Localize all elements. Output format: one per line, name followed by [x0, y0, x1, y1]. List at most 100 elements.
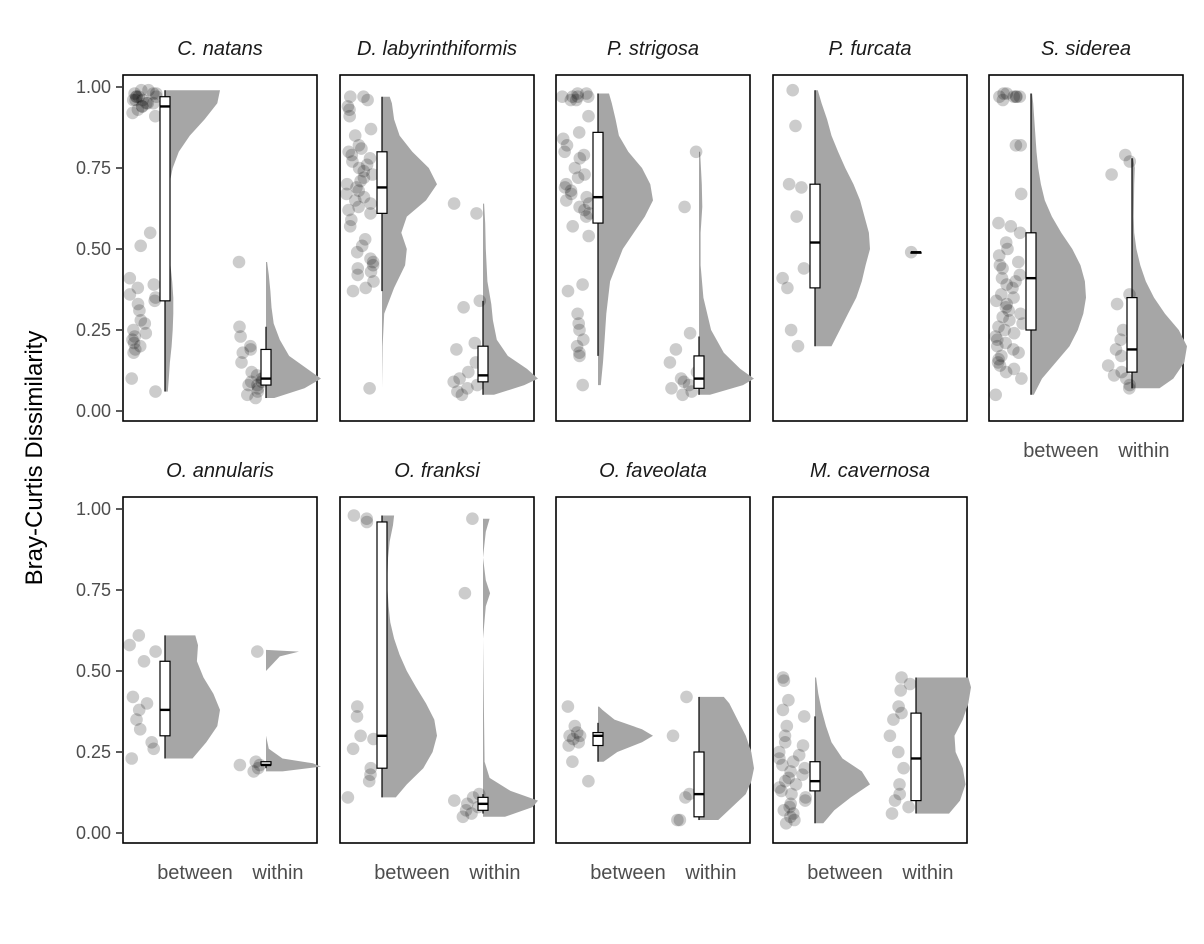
- data-point: [473, 294, 487, 308]
- data-point: [576, 378, 589, 392]
- data-point: [1003, 314, 1016, 327]
- data-point: [782, 177, 796, 191]
- facet-panel: P. strigosa: [555, 38, 754, 422]
- data-point: [996, 310, 1009, 324]
- data-point: [346, 742, 360, 756]
- data-point: [141, 96, 155, 110]
- data-point: [883, 729, 897, 743]
- data-point: [781, 281, 794, 295]
- data-point: [775, 784, 788, 798]
- data-point: [349, 194, 362, 207]
- data-point: [787, 807, 800, 820]
- panel-border: [339, 496, 535, 844]
- panel-title: O. annularis: [166, 460, 274, 482]
- density-cloud: [483, 518, 538, 817]
- data-point: [1012, 255, 1025, 269]
- panel-title: M. cavernosa: [810, 460, 930, 482]
- data-point: [556, 90, 569, 103]
- panel-title: P. furcata: [828, 38, 911, 60]
- data-point: [991, 333, 1004, 347]
- x-category-label: between: [374, 862, 450, 884]
- data-point: [999, 301, 1013, 314]
- data-point: [572, 126, 586, 139]
- data-point: [345, 148, 359, 162]
- data-point: [993, 258, 1007, 272]
- data-point: [126, 93, 140, 107]
- data-point: [1114, 333, 1127, 347]
- data-point: [1007, 362, 1021, 376]
- data-point: [354, 729, 367, 743]
- data-point: [792, 748, 806, 762]
- data-point: [996, 262, 1009, 275]
- data-point: [128, 330, 141, 343]
- data-point: [249, 755, 263, 768]
- data-point: [147, 87, 160, 100]
- data-point: [682, 378, 696, 392]
- data-point: [367, 275, 380, 288]
- data-point: [350, 245, 364, 259]
- data-point: [565, 187, 578, 201]
- data-point: [993, 90, 1006, 103]
- data-point: [993, 359, 1007, 372]
- data-point: [250, 369, 264, 382]
- density-cloud: [815, 90, 870, 347]
- data-point: [991, 339, 1004, 353]
- data-point: [902, 800, 915, 814]
- data-point: [796, 768, 809, 781]
- data-point: [577, 333, 590, 347]
- data-point: [893, 787, 906, 801]
- data-point: [448, 794, 461, 807]
- data-point: [1115, 365, 1128, 379]
- data-point: [130, 90, 143, 103]
- box-iqr: [477, 345, 489, 383]
- data-point: [790, 210, 803, 223]
- data-point: [346, 155, 359, 168]
- data-point: [364, 768, 377, 781]
- density-cloud: [483, 203, 538, 395]
- facet-panel: O. annularis 0.00 0.25 0.50 0.75 1.00 between w…: [76, 460, 321, 884]
- data-point: [784, 765, 797, 778]
- data-point: [462, 365, 475, 379]
- data-point: [999, 236, 1013, 249]
- panel-border: [555, 496, 751, 844]
- data-point: [582, 229, 595, 243]
- data-point: [779, 817, 793, 830]
- box-iqr: [376, 521, 388, 769]
- data-point: [577, 148, 591, 162]
- data-point: [992, 216, 1005, 230]
- panel-border: [122, 496, 318, 844]
- data-point: [1000, 297, 1013, 311]
- data-point: [132, 90, 145, 103]
- data-point: [135, 83, 148, 97]
- data-point: [351, 268, 365, 282]
- data-point: [784, 810, 797, 824]
- data-point: [893, 778, 906, 791]
- data-point: [995, 288, 1008, 301]
- data-point: [895, 706, 908, 720]
- data-point: [796, 739, 810, 752]
- data-point: [149, 109, 162, 123]
- data-point: [457, 301, 470, 314]
- series-within: [904, 245, 922, 259]
- data-point: [366, 255, 380, 269]
- panel-title: D. labyrinthiformis: [357, 38, 517, 60]
- data-point: [1119, 148, 1132, 162]
- data-point: [352, 139, 366, 152]
- data-point: [123, 271, 137, 285]
- box-iqr: [1126, 297, 1138, 373]
- data-point: [233, 758, 247, 772]
- data-point: [572, 317, 585, 330]
- density-cloud: [1132, 158, 1187, 389]
- data-point: [149, 645, 162, 658]
- y-tick-label: 0.75: [76, 158, 111, 178]
- data-point: [1012, 346, 1025, 360]
- data-point: [343, 103, 356, 116]
- data-point: [1119, 372, 1133, 385]
- data-point: [989, 330, 1002, 343]
- data-point: [797, 262, 811, 275]
- data-point: [560, 139, 574, 152]
- data-point: [350, 710, 364, 723]
- y-tick-label: 0.25: [76, 320, 111, 340]
- data-point: [581, 90, 595, 103]
- data-point: [1110, 297, 1124, 311]
